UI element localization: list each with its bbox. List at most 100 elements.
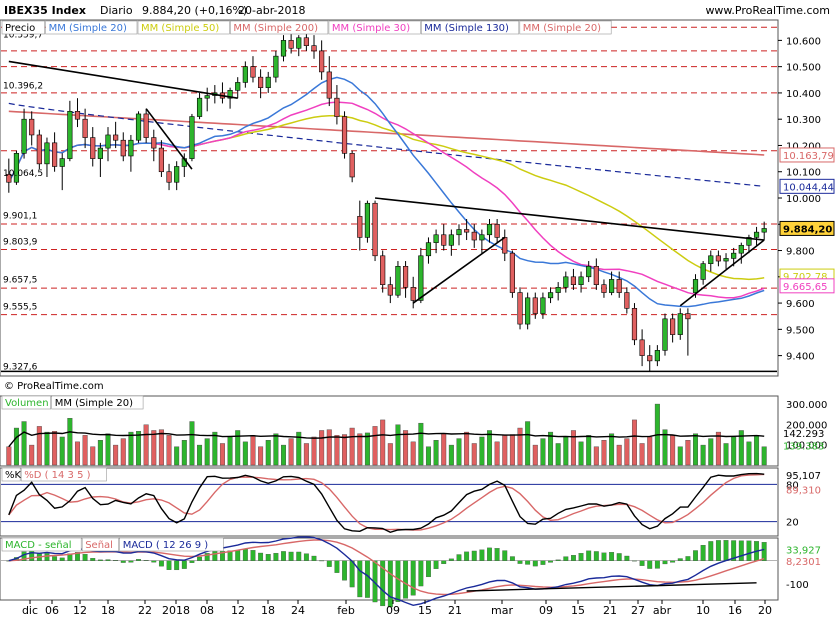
macd-histogram-bar <box>174 560 180 571</box>
axis-tick-label: 9.500 <box>786 325 815 336</box>
stoch-panel[interactable] <box>0 467 779 537</box>
legend-box <box>328 20 421 35</box>
candle-body <box>174 166 180 183</box>
macd-histogram-bar <box>364 560 370 598</box>
volume-bar <box>265 440 271 466</box>
macd-axis-label: 8,2301 <box>786 557 821 568</box>
legend-item: MM (Simple 200) <box>233 23 318 34</box>
ma200-line <box>8 110 765 156</box>
candle-body <box>525 297 531 325</box>
candle-body <box>21 118 27 154</box>
volume-bar <box>136 431 142 466</box>
level-label: 9.327,6 <box>3 362 38 372</box>
x-tick-label: 22 <box>138 604 152 617</box>
candle-body <box>105 134 111 149</box>
candle-body <box>494 223 500 238</box>
macd-histogram-bar <box>487 547 492 561</box>
volume-bar <box>723 443 729 466</box>
level-label: 10.064,5 <box>3 169 43 179</box>
legend-item: MM (Simple 20) <box>55 398 133 409</box>
x-tick-label: 06 <box>45 604 59 617</box>
macd-histogram-bar <box>593 551 599 561</box>
date-label: 20-abr-2018 <box>238 4 305 17</box>
legend-item: MM (Simple 30) <box>332 23 410 34</box>
candle-body <box>265 76 271 88</box>
axis-tick-label: 9.800 <box>786 247 815 258</box>
legend-item: Precio <box>5 23 35 34</box>
legend-item: MM (Simple 20) <box>523 23 601 34</box>
x-tick-label: 20 <box>758 604 772 617</box>
volume-bar <box>334 435 340 466</box>
volume-bar <box>235 430 241 466</box>
macd-histogram-bar <box>662 560 668 565</box>
candle-body <box>52 142 58 167</box>
candlesticks <box>6 27 767 372</box>
macd-histogram-bar <box>555 559 561 561</box>
macd-histogram-bar <box>265 554 271 561</box>
macd-histogram-bar <box>685 556 691 561</box>
macd-histogram-bar <box>677 558 683 561</box>
macd-histogram-bar <box>128 560 134 563</box>
volume-bar <box>662 429 668 466</box>
macd-histogram-bar <box>700 545 706 561</box>
legend-item: MACD ( 12 26 9 ) <box>123 540 209 551</box>
macd-histogram-bar <box>639 560 645 566</box>
trendlines <box>8 60 765 307</box>
macd-histogram-bar <box>525 560 531 565</box>
axis-tick-label: 10.200 <box>786 141 821 152</box>
legend-box <box>45 20 138 35</box>
macd-histogram-bar <box>693 550 698 561</box>
macd-histogram-bar <box>540 560 546 565</box>
period-label: Diario <box>100 4 133 17</box>
volume-bar <box>36 426 42 466</box>
ma20-line <box>8 76 765 308</box>
stoch-axis-label: 95,107 <box>786 471 821 482</box>
volume-bar <box>288 438 294 466</box>
candle-body <box>189 116 195 159</box>
price-panel[interactable] <box>0 19 779 377</box>
macd-axis-label: -100 <box>786 580 809 591</box>
volume-bar <box>509 434 515 466</box>
watermark: © ProRealTime.com <box>4 381 104 392</box>
volume-bar <box>693 433 699 466</box>
legend-box <box>20 467 107 482</box>
candle-body <box>334 97 340 117</box>
macd-histogram-bar <box>82 554 88 561</box>
candle-body <box>242 66 248 83</box>
candle-body <box>311 45 317 52</box>
candle-body <box>364 202 371 238</box>
volume-bar <box>59 436 65 466</box>
legend-item: MM (Simple 50) <box>141 23 219 34</box>
candle-body <box>59 158 65 167</box>
macd-histogram-bar <box>136 559 141 561</box>
volume-bar <box>258 446 264 466</box>
macd-histogram-bar <box>586 550 592 561</box>
axis-tick-label: 10.000 <box>786 194 821 205</box>
volume-bar <box>708 438 714 466</box>
volume-bar <box>494 441 500 466</box>
volume-bar <box>21 421 27 466</box>
macd-histogram-bar <box>387 560 393 608</box>
volume-bar <box>342 434 348 466</box>
macd-histogram-bar <box>303 553 309 561</box>
x-tick-label: 18 <box>261 604 275 617</box>
volume-bar <box>731 436 737 466</box>
volume-bar <box>647 436 653 466</box>
trendline-jan <box>145 108 193 170</box>
volume-bar <box>296 431 302 466</box>
volume-bar <box>273 433 279 466</box>
candle-body <box>273 55 279 78</box>
stoch-axis-label: 20 <box>786 518 799 529</box>
macd-histogram-bar <box>456 554 462 561</box>
macd-histogram-bar <box>151 560 157 563</box>
macd-histogram-bar <box>418 560 424 587</box>
candle-body <box>296 37 302 49</box>
macd-histogram-bar <box>433 560 439 569</box>
candle-body <box>464 229 470 233</box>
website-label[interactable]: www.ProRealTime.com <box>705 4 830 17</box>
legend-box <box>1 467 21 482</box>
x-tick-label: 21 <box>448 604 462 617</box>
volume-badge: 139.383 <box>783 442 824 453</box>
volume-bar <box>403 430 409 466</box>
